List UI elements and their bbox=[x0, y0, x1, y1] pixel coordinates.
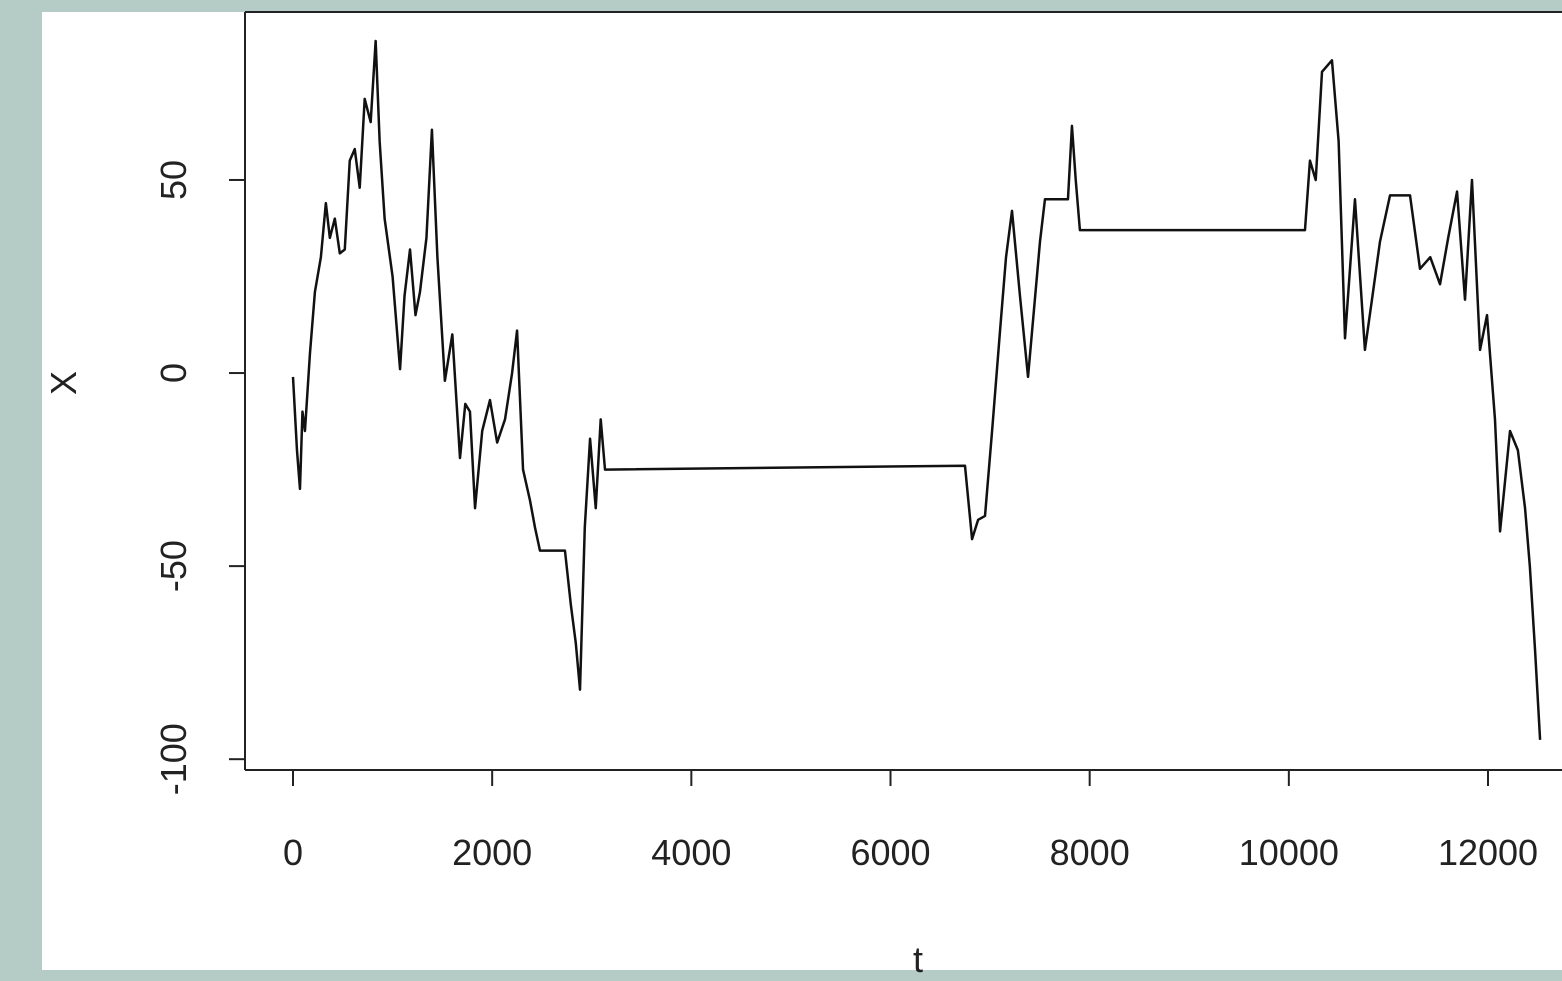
y-axis-label: X bbox=[43, 371, 84, 395]
panel bbox=[42, 0, 1562, 970]
x-tick-label: 8000 bbox=[1050, 832, 1130, 873]
x-tick-label: 4000 bbox=[651, 832, 731, 873]
data-line bbox=[291, 39, 1542, 740]
y-tick-label: 0 bbox=[153, 363, 194, 383]
x-axis-label: t bbox=[913, 939, 923, 980]
x-tick-label: 6000 bbox=[850, 832, 930, 873]
y-tick-label: -50 bbox=[153, 540, 194, 592]
x-tick-label: 12000 bbox=[1438, 832, 1538, 873]
x-tick-label: 2000 bbox=[452, 832, 532, 873]
y-tick-label: -100 bbox=[153, 723, 194, 795]
x-tick-label: 10000 bbox=[1239, 832, 1339, 873]
top-band bbox=[0, 0, 1562, 12]
x-tick-label: 0 bbox=[283, 832, 303, 873]
y-tick-label: 50 bbox=[153, 160, 194, 200]
